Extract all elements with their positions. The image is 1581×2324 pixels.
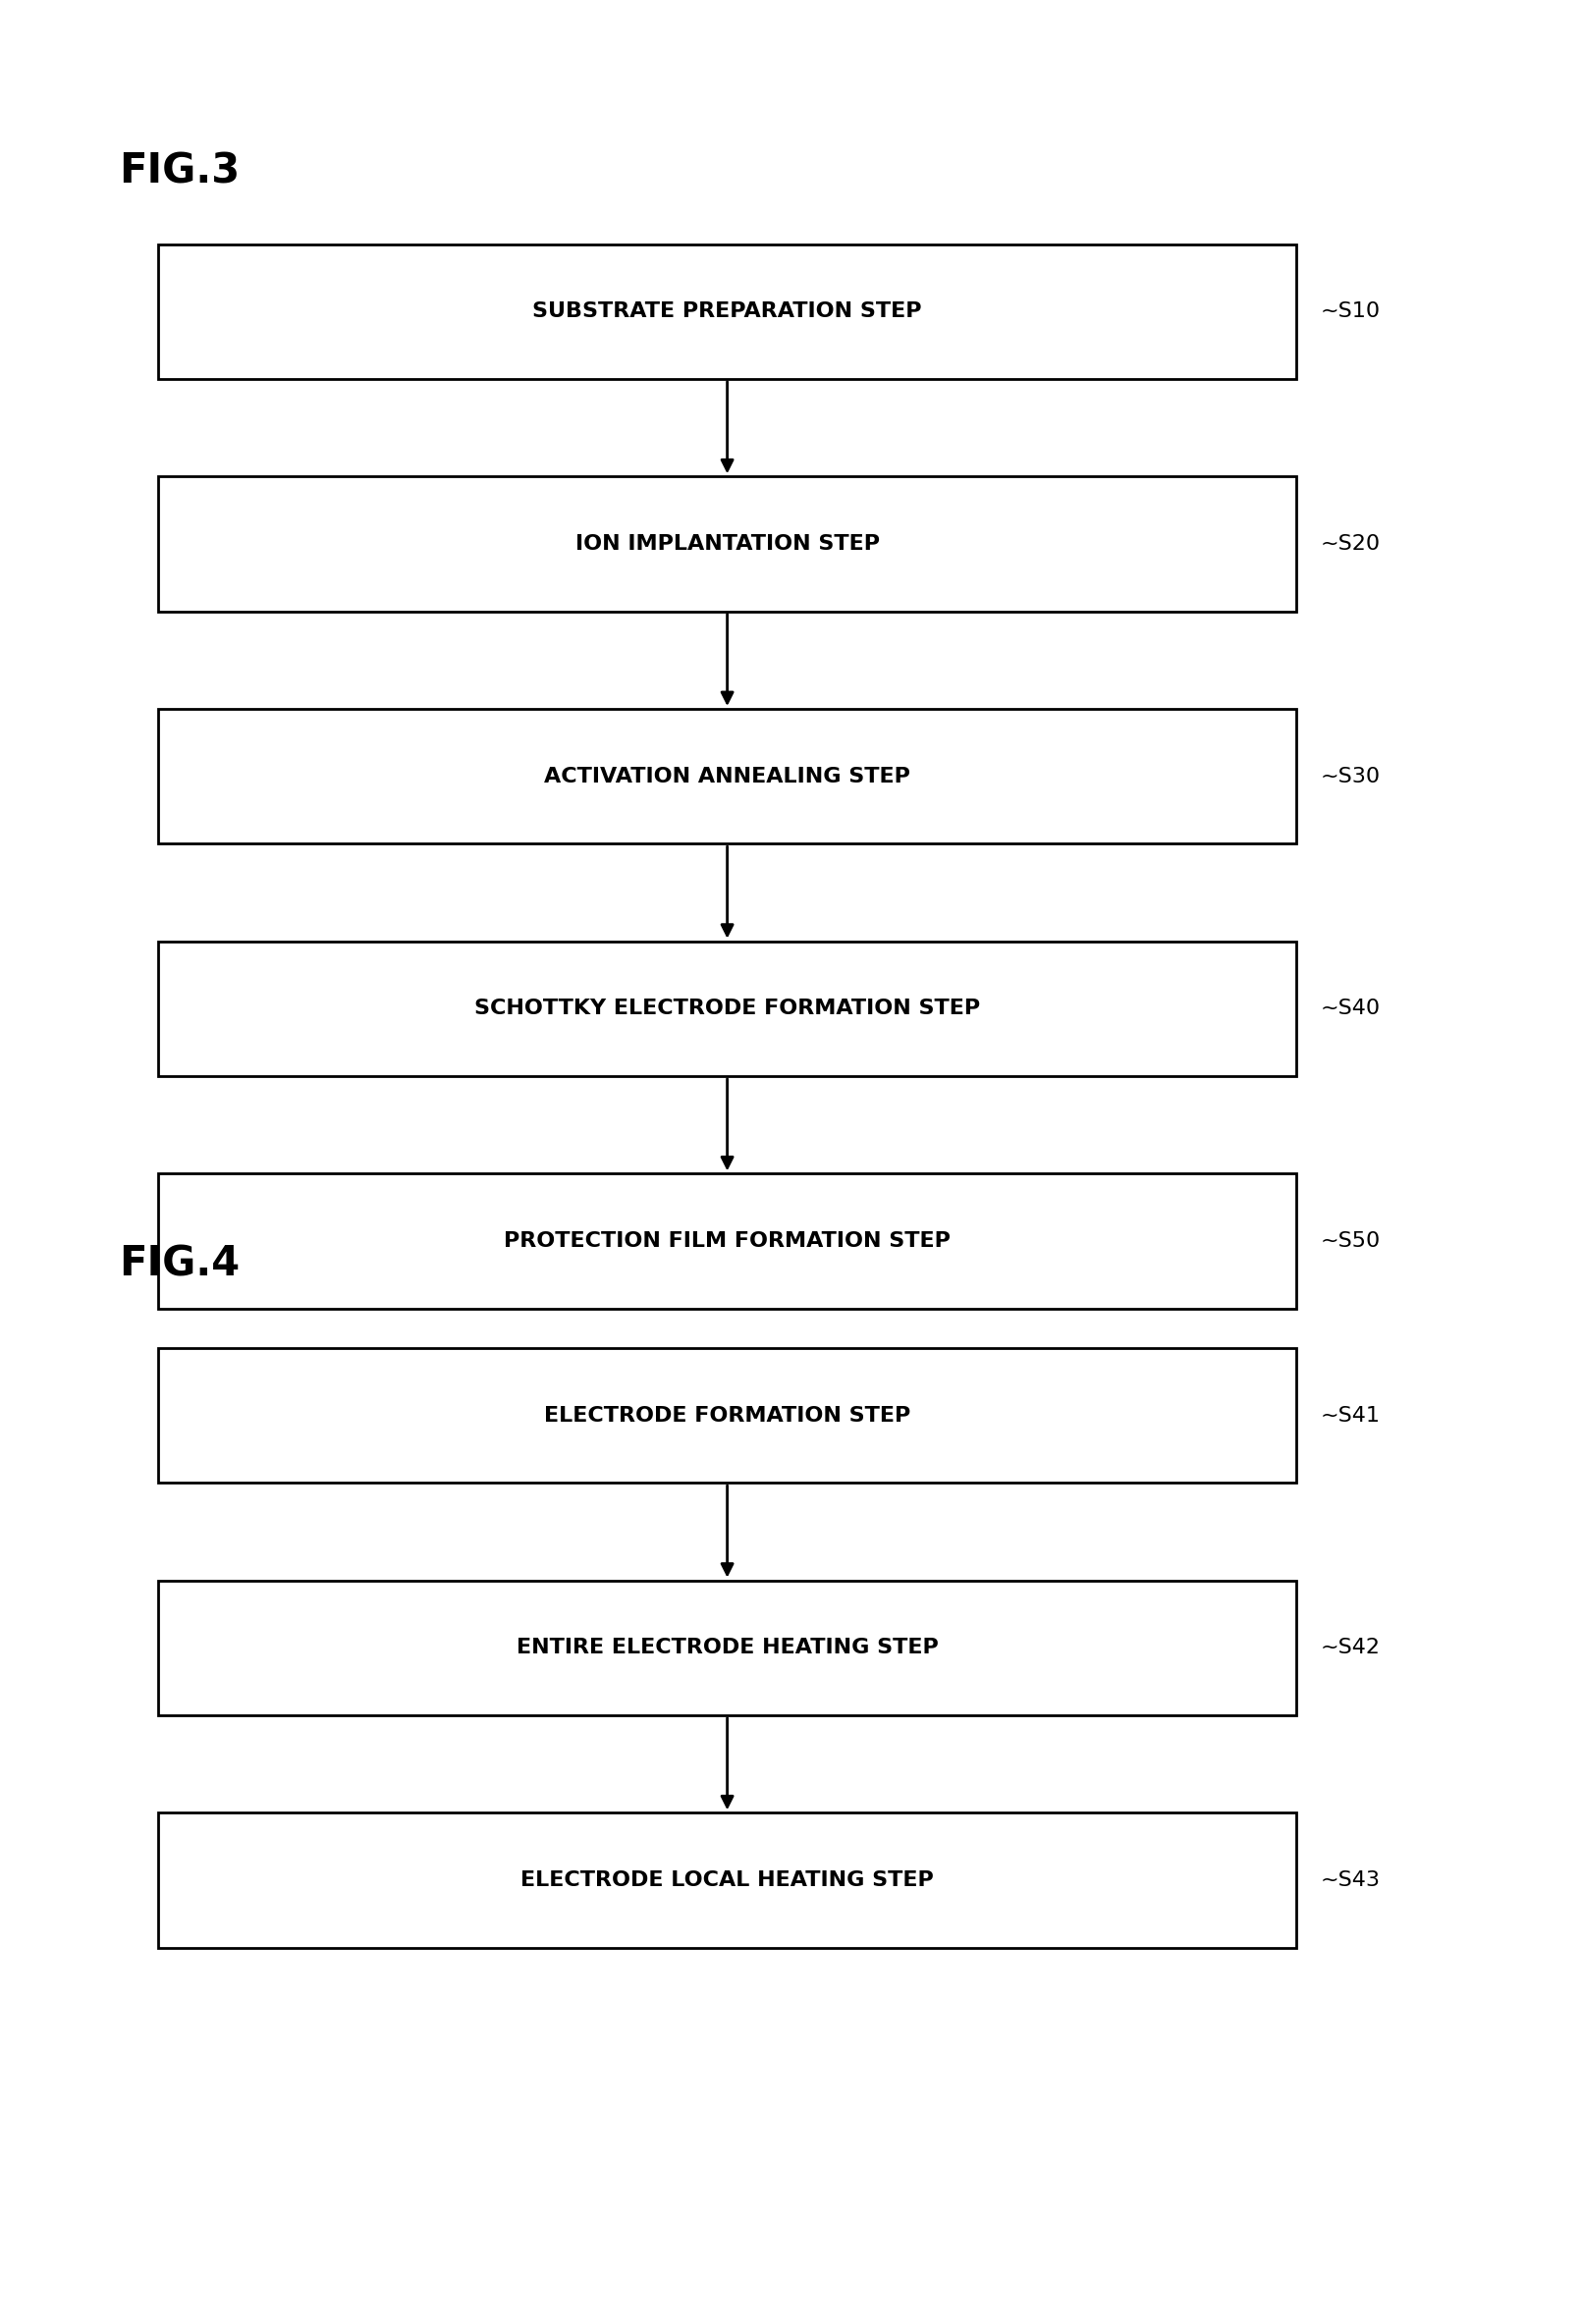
Text: ION IMPLANTATION STEP: ION IMPLANTATION STEP [575,535,879,553]
Text: ~S43: ~S43 [1320,1871,1380,1889]
Text: ~S30: ~S30 [1320,767,1380,786]
Text: ~S50: ~S50 [1320,1232,1380,1250]
Bar [158,941,1296,1076]
Bar [158,1348,1296,1483]
Text: FIG.4: FIG.4 [119,1243,239,1285]
Text: ENTIRE ELECTRODE HEATING STEP: ENTIRE ELECTRODE HEATING STEP [517,1638,938,1657]
Bar [158,1174,1296,1308]
Text: PROTECTION FILM FORMATION STEP: PROTECTION FILM FORMATION STEP [504,1232,950,1250]
Bar [158,709,1296,844]
Bar [158,476,1296,611]
Text: SCHOTTKY ELECTRODE FORMATION STEP: SCHOTTKY ELECTRODE FORMATION STEP [474,999,980,1018]
Bar [158,1580,1296,1715]
Text: ELECTRODE LOCAL HEATING STEP: ELECTRODE LOCAL HEATING STEP [520,1871,934,1889]
Text: ~S40: ~S40 [1320,999,1380,1018]
Text: ~S20: ~S20 [1320,535,1380,553]
Text: FIG.3: FIG.3 [119,151,240,193]
Text: SUBSTRATE PREPARATION STEP: SUBSTRATE PREPARATION STEP [533,302,922,321]
Text: ACTIVATION ANNEALING STEP: ACTIVATION ANNEALING STEP [544,767,911,786]
Text: ~S42: ~S42 [1320,1638,1380,1657]
Text: ELECTRODE FORMATION STEP: ELECTRODE FORMATION STEP [544,1406,911,1425]
Bar [158,1813,1296,1948]
Text: ~S10: ~S10 [1320,302,1380,321]
Text: ~S41: ~S41 [1320,1406,1380,1425]
Bar [158,244,1296,379]
